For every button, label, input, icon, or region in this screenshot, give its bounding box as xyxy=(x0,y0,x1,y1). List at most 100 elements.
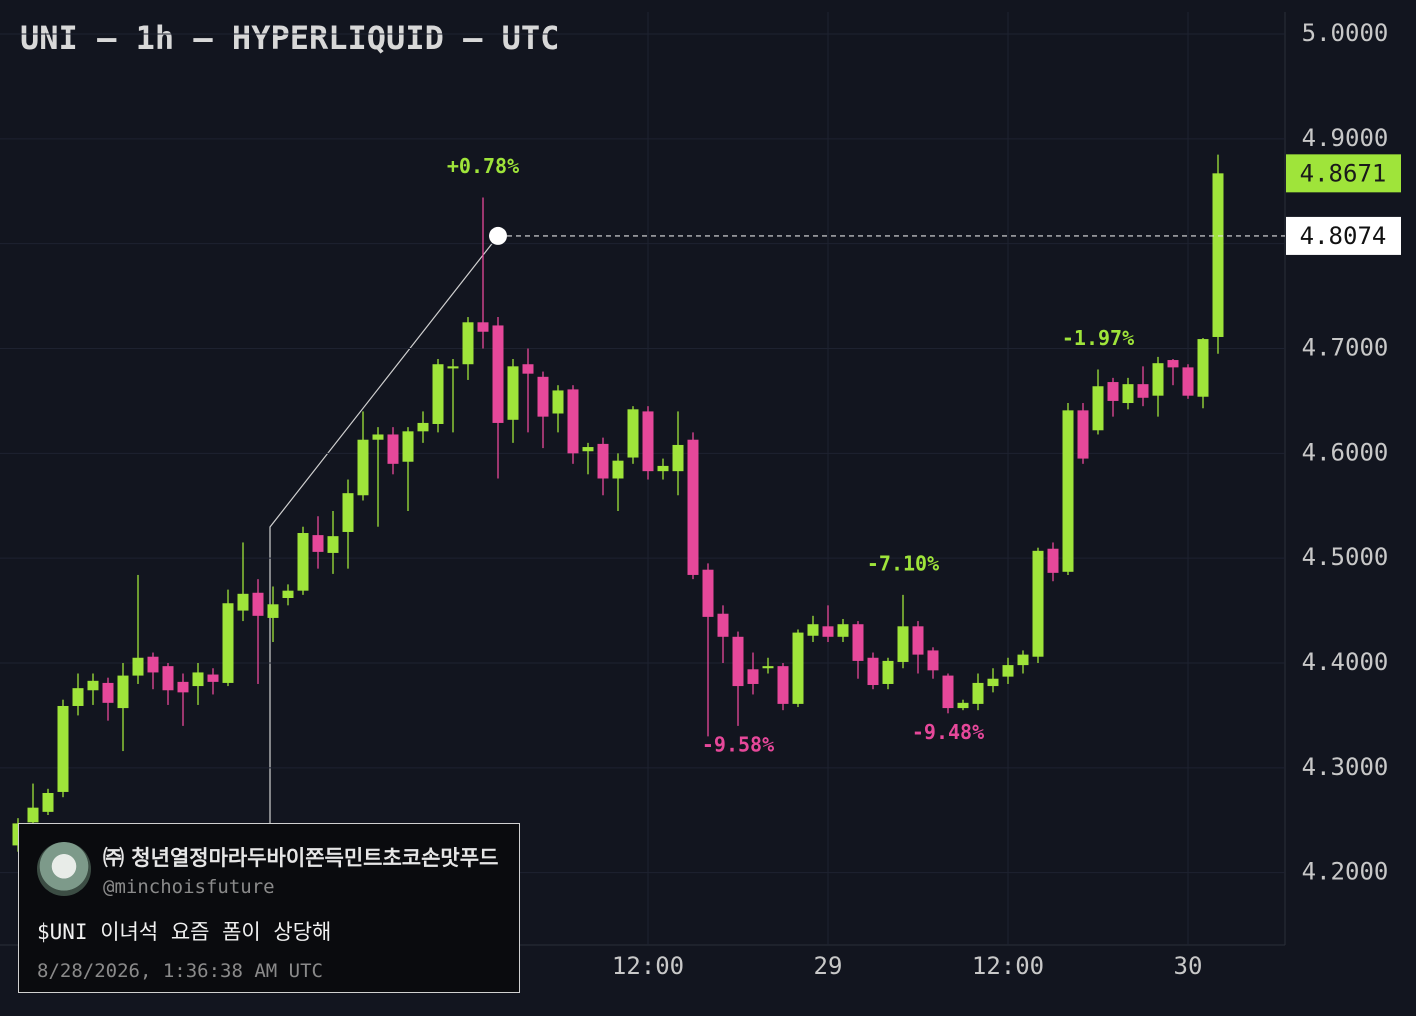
candle-body xyxy=(642,411,654,472)
candle-body xyxy=(327,536,339,553)
last-price-box xyxy=(1286,154,1401,193)
tweet-time: 8/28/2026, 1:36:38 AM UTC xyxy=(37,960,323,982)
high-annotation: +0.78% xyxy=(447,154,519,178)
candle-body xyxy=(207,674,219,682)
candle-body xyxy=(282,590,294,599)
candle-body xyxy=(1137,384,1149,398)
candle-body xyxy=(222,603,234,683)
candle-body xyxy=(627,409,639,458)
low-annotation: -9.48% xyxy=(912,720,984,744)
candle-body xyxy=(447,366,459,369)
chart-title: UNI — 1h — HYPERLIQUID — UTC xyxy=(20,19,559,57)
candle-body xyxy=(972,682,984,704)
candle-body xyxy=(162,666,174,691)
tweet-author: ㈜ 청년열정마라두바이쫀득민트초코손맛푸드 xyxy=(103,846,499,870)
candle-body xyxy=(522,364,534,374)
tweet-marker xyxy=(489,226,507,245)
y-tick-label: 4.5000 xyxy=(1302,543,1389,571)
marker-price-box xyxy=(1286,216,1401,255)
candle-body xyxy=(237,593,249,611)
candle-body xyxy=(432,364,444,424)
x-tick-label: 12:00 xyxy=(972,952,1044,980)
candle-body xyxy=(192,672,204,687)
candle-body xyxy=(492,325,504,423)
candle-body xyxy=(912,626,924,655)
candle-body xyxy=(537,376,549,417)
candle-body xyxy=(87,680,99,691)
candle-body xyxy=(882,660,894,684)
x-tick-label: 30 xyxy=(1174,952,1203,980)
candle-body xyxy=(72,688,84,706)
candle-body xyxy=(897,626,909,662)
candle-body xyxy=(942,675,954,709)
candle-body xyxy=(1107,382,1119,401)
last-price-label: 4.8671 xyxy=(1300,159,1387,187)
candle-body xyxy=(1002,665,1014,677)
candle-body xyxy=(777,666,789,704)
candle-body xyxy=(27,807,39,823)
candle-body xyxy=(132,657,144,676)
y-tick-label: 4.6000 xyxy=(1302,438,1389,466)
y-tick-label: 4.2000 xyxy=(1302,858,1389,886)
candle-body xyxy=(1077,410,1089,459)
tweet-text: $UNI 이녀석 요즘 폼이 상당해 xyxy=(37,920,332,944)
candle-body xyxy=(1092,386,1104,431)
candle-body xyxy=(687,439,699,575)
y-tick-label: 4.9000 xyxy=(1302,124,1389,152)
avatar xyxy=(37,842,91,896)
candle-body xyxy=(147,656,159,673)
candle-body xyxy=(297,533,309,591)
candle-body xyxy=(462,322,474,365)
candle-body xyxy=(417,422,429,432)
candle-body xyxy=(102,682,114,703)
candle-body xyxy=(477,322,489,332)
candle-body xyxy=(267,604,279,618)
candle-body xyxy=(672,444,684,472)
marker-price-label: 4.8074 xyxy=(1300,222,1387,250)
candle-body xyxy=(1167,360,1179,368)
tweet-tooltip: ㈜ 청년열정마라두바이쫀득민트초코손맛푸드 @minchoisfuture $U… xyxy=(18,823,520,993)
candle-body xyxy=(717,613,729,637)
candle-body xyxy=(372,434,384,440)
candle-body xyxy=(552,390,564,414)
candle-body xyxy=(747,669,759,684)
high-annotation: -1.97% xyxy=(1062,326,1134,350)
tweet-handle: @minchoisfuture xyxy=(103,876,275,898)
candle-body xyxy=(957,702,969,709)
candle-body xyxy=(867,657,879,686)
y-tick-label: 4.7000 xyxy=(1302,334,1389,362)
candle-body xyxy=(597,443,609,479)
candle-body xyxy=(402,431,414,462)
candle-body xyxy=(42,792,54,812)
candle-body xyxy=(1182,367,1194,396)
candle-body xyxy=(357,439,369,496)
candle-body xyxy=(612,460,624,479)
candle-body xyxy=(732,636,744,687)
candle-body xyxy=(1212,173,1224,337)
candle-body xyxy=(837,624,849,637)
candle-body xyxy=(792,632,804,704)
candle-body xyxy=(1152,363,1164,396)
candle-body xyxy=(1197,339,1209,397)
candle-body xyxy=(852,624,864,661)
low-annotation: -9.58% xyxy=(702,732,774,756)
y-tick-label: 4.3000 xyxy=(1302,753,1389,781)
candle-body xyxy=(762,666,774,669)
high-annotation: -7.10% xyxy=(867,551,939,575)
candle-body xyxy=(312,535,324,552)
candle-body xyxy=(57,705,69,792)
candle-body xyxy=(252,592,264,616)
candle-body xyxy=(657,465,669,472)
candle-body xyxy=(987,678,999,687)
candle-body xyxy=(1122,384,1134,404)
x-tick-label: 29 xyxy=(814,952,843,980)
candle-body xyxy=(387,434,399,464)
candle-body xyxy=(807,624,819,636)
x-tick-label: 12:00 xyxy=(612,952,684,980)
candle-body xyxy=(927,650,939,671)
candle-body xyxy=(822,626,834,637)
candle-body xyxy=(1062,410,1074,572)
candle-body xyxy=(1017,654,1029,666)
candle-body xyxy=(1032,550,1044,657)
